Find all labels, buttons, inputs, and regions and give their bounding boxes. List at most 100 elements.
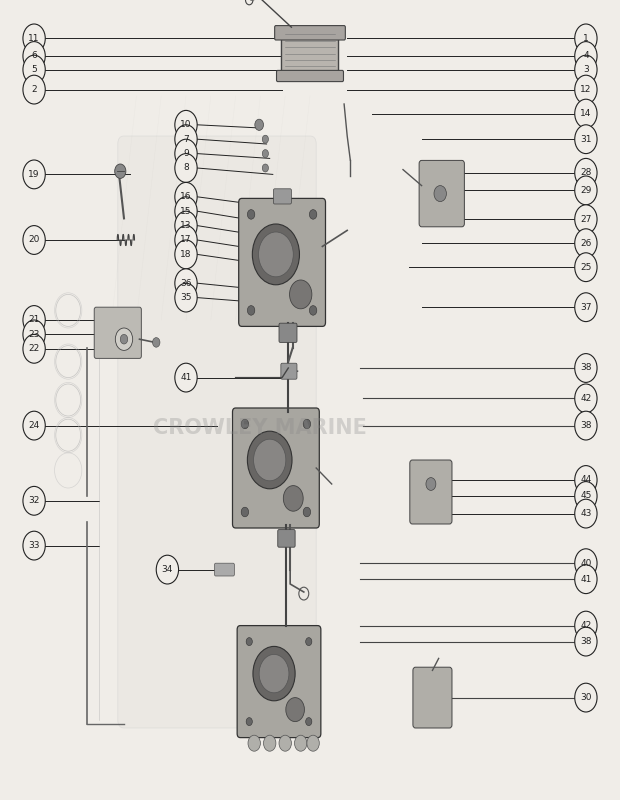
Circle shape [575,411,597,440]
Circle shape [575,683,597,712]
Text: 38: 38 [580,637,591,646]
Text: 27: 27 [580,214,591,224]
FancyBboxPatch shape [277,70,343,82]
Text: 21: 21 [29,315,40,325]
Text: 37: 37 [580,302,591,312]
Text: 8: 8 [183,163,189,173]
Text: 23: 23 [29,330,40,339]
Circle shape [247,306,255,315]
Text: 5: 5 [31,65,37,74]
Text: 38: 38 [580,363,591,373]
Text: 28: 28 [580,168,591,178]
Text: 19: 19 [29,170,40,179]
Text: 6: 6 [31,51,37,61]
Text: 11: 11 [29,34,40,43]
FancyBboxPatch shape [215,563,234,576]
Circle shape [575,611,597,640]
Circle shape [175,240,197,269]
Text: 36: 36 [180,278,192,288]
Circle shape [241,507,249,517]
Text: 18: 18 [180,250,192,259]
Circle shape [247,210,255,219]
FancyBboxPatch shape [279,323,297,342]
Circle shape [175,211,197,240]
Circle shape [254,439,286,481]
Text: 3: 3 [583,65,589,74]
Circle shape [23,75,45,104]
Circle shape [575,42,597,70]
Circle shape [175,197,197,226]
Text: 44: 44 [580,475,591,485]
Text: 25: 25 [580,262,591,272]
Circle shape [23,55,45,84]
Text: CROWLEY MARINE: CROWLEY MARINE [154,418,367,438]
Circle shape [253,646,295,701]
Circle shape [309,306,317,315]
Text: 35: 35 [180,293,192,302]
Circle shape [23,411,45,440]
FancyBboxPatch shape [281,363,297,379]
Circle shape [23,486,45,515]
Circle shape [23,226,45,254]
FancyBboxPatch shape [413,667,452,728]
Text: 40: 40 [580,558,591,568]
Text: 32: 32 [29,496,40,506]
Text: 10: 10 [180,120,192,130]
Circle shape [153,338,160,347]
Circle shape [23,24,45,53]
Circle shape [575,354,597,382]
Circle shape [279,735,291,751]
Text: 14: 14 [580,109,591,118]
Circle shape [575,99,597,128]
Circle shape [575,176,597,205]
Text: 41: 41 [580,574,591,584]
FancyBboxPatch shape [281,30,339,80]
Circle shape [175,139,197,168]
FancyBboxPatch shape [94,307,141,358]
Circle shape [252,224,299,285]
Text: 33: 33 [29,541,40,550]
Circle shape [255,119,264,130]
Circle shape [115,164,126,178]
Circle shape [575,549,597,578]
Circle shape [246,718,252,726]
Circle shape [434,186,446,202]
Circle shape [175,226,197,254]
Text: 34: 34 [162,565,173,574]
Circle shape [175,363,197,392]
Text: 42: 42 [580,394,591,403]
Circle shape [264,735,276,751]
Circle shape [246,638,252,646]
FancyBboxPatch shape [239,198,326,326]
Text: 26: 26 [580,238,591,248]
FancyBboxPatch shape [232,408,319,528]
Text: 12: 12 [580,85,591,94]
Circle shape [303,419,311,429]
FancyBboxPatch shape [273,189,291,204]
Circle shape [175,283,197,312]
Circle shape [303,507,311,517]
Circle shape [575,466,597,494]
Text: 17: 17 [180,235,192,245]
Circle shape [175,182,197,211]
FancyBboxPatch shape [237,626,321,738]
Circle shape [575,158,597,187]
Text: 9: 9 [183,149,189,158]
Circle shape [575,293,597,322]
Circle shape [175,269,197,298]
Text: 13: 13 [180,221,192,230]
Text: 20: 20 [29,235,40,245]
Circle shape [23,531,45,560]
Circle shape [575,482,597,510]
Circle shape [262,164,268,172]
Circle shape [306,718,312,726]
Text: 2: 2 [31,85,37,94]
Circle shape [262,150,268,158]
FancyBboxPatch shape [410,460,452,524]
Circle shape [575,75,597,104]
Circle shape [259,654,289,693]
Circle shape [290,280,312,309]
FancyBboxPatch shape [419,160,464,227]
Text: 22: 22 [29,344,40,354]
Circle shape [248,735,260,751]
